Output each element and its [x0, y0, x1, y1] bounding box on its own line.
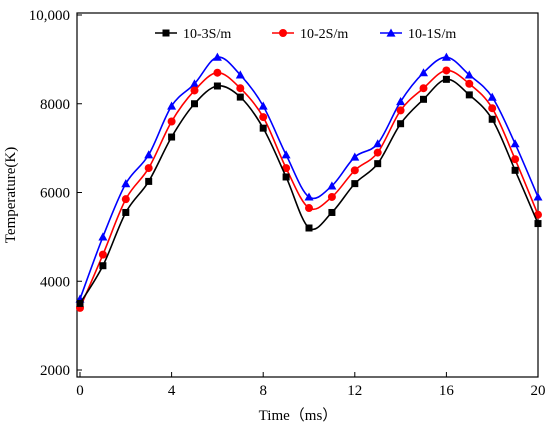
data-point	[441, 52, 451, 61]
data-point	[99, 262, 107, 270]
data-point	[350, 152, 360, 161]
x-tick-label: 0	[76, 383, 84, 399]
data-point	[465, 91, 473, 99]
data-point	[420, 95, 427, 103]
data-point	[145, 177, 153, 185]
y-tick-label: 4000	[40, 274, 70, 290]
y-tick-label: 10,000	[29, 8, 70, 24]
y-tick-label: 8000	[40, 97, 70, 113]
data-point	[235, 70, 245, 79]
data-point	[305, 224, 313, 232]
data-point	[121, 195, 130, 204]
data-point	[213, 82, 221, 90]
data-point	[259, 113, 268, 122]
series-line	[79, 69, 539, 309]
data-point	[328, 208, 336, 216]
legend-item: 10-1S/m	[380, 27, 456, 42]
data-point	[419, 68, 428, 77]
x-tick-label: 12	[347, 383, 362, 399]
legend-label: 10-1S/m	[408, 27, 456, 42]
data-point	[144, 150, 154, 159]
data-point	[282, 173, 290, 181]
axis-ticks: 0 4 8 12 16 20 2000 4000 6000 8000 10,000	[29, 8, 546, 399]
legend-item: 10-2S/m	[272, 27, 348, 42]
data-point	[396, 106, 405, 115]
x-tick-label: 20	[531, 383, 546, 399]
x-tick-label: 16	[439, 383, 455, 399]
legend-marker	[279, 29, 287, 37]
legend-label: 10-3S/m	[183, 27, 231, 42]
x-tick-label: 4	[168, 383, 176, 399]
data-point	[327, 192, 336, 201]
data-point	[259, 124, 267, 132]
series-2	[76, 66, 542, 312]
data-point	[533, 192, 543, 201]
data-point	[76, 299, 84, 307]
legend-item: 10-3S/m	[155, 27, 231, 42]
data-point	[488, 104, 497, 113]
data-point	[281, 150, 291, 159]
data-point	[167, 117, 176, 126]
data-point	[168, 133, 176, 141]
data-point	[373, 148, 382, 157]
data-point	[304, 192, 314, 201]
data-point	[534, 210, 542, 219]
data-point	[442, 66, 451, 75]
data-point	[213, 68, 222, 77]
data-point	[236, 84, 245, 93]
data-point	[98, 232, 108, 241]
data-point	[488, 115, 496, 123]
series-1	[76, 75, 542, 307]
data-point	[191, 100, 198, 108]
data-point	[122, 208, 130, 216]
data-point	[351, 180, 359, 188]
y-axis-label: Temperature(K)	[3, 147, 19, 243]
data-point	[397, 120, 405, 128]
series-line	[79, 78, 539, 304]
data-point	[419, 84, 428, 93]
data-point	[327, 181, 337, 190]
legend-marker	[162, 29, 170, 37]
data-point	[212, 52, 222, 61]
data-point	[373, 139, 383, 148]
data-point	[442, 75, 450, 83]
data-point	[190, 86, 199, 95]
data-point	[305, 204, 313, 213]
data-point	[465, 79, 474, 88]
data-point	[464, 70, 474, 79]
series-3	[75, 52, 543, 303]
data-point	[511, 155, 520, 164]
data-point	[190, 79, 199, 88]
data-point	[534, 220, 542, 228]
legend-label: 10-2S/m	[300, 27, 348, 42]
data-point	[167, 101, 177, 110]
data-point	[487, 92, 497, 101]
y-tick-label: 2000	[40, 363, 70, 379]
data-point	[98, 250, 107, 259]
data-point	[121, 179, 131, 188]
data-point	[396, 97, 406, 106]
data-series	[75, 52, 543, 312]
data-point	[258, 101, 268, 110]
y-tick-label: 6000	[40, 186, 70, 202]
data-point	[510, 139, 520, 148]
data-point	[350, 166, 359, 175]
x-axis-label: Time（ms）	[259, 407, 338, 424]
data-point	[374, 160, 382, 168]
data-point	[282, 164, 291, 173]
x-tick-label: 8	[259, 383, 267, 399]
data-point	[511, 166, 519, 174]
data-point	[144, 164, 153, 173]
legend: 10-3S/m 10-2S/m 10-1S/m	[155, 27, 456, 42]
data-point	[236, 93, 244, 101]
legend-marker	[386, 28, 396, 37]
